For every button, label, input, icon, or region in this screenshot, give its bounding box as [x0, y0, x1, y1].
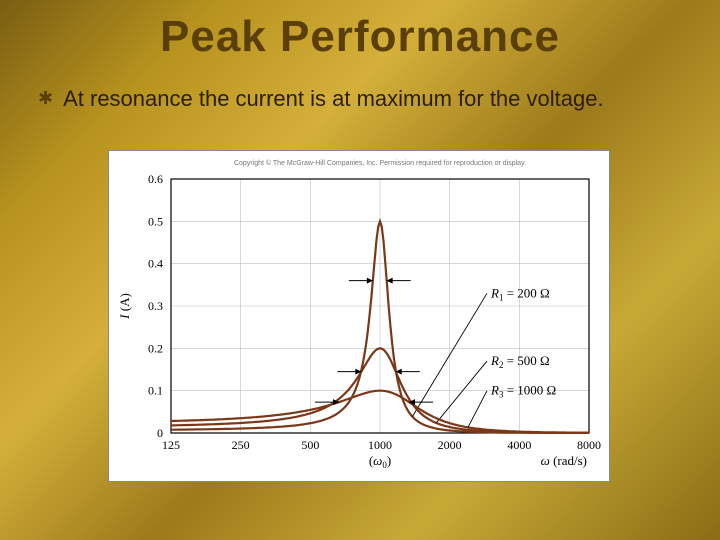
- svg-text:125: 125: [162, 438, 180, 452]
- svg-text:0.3: 0.3: [148, 299, 163, 313]
- svg-text:0.4: 0.4: [148, 257, 163, 271]
- svg-text:2000: 2000: [438, 438, 462, 452]
- svg-text:Copyright © The McGraw-Hill Co: Copyright © The McGraw-Hill Companies, I…: [234, 159, 526, 167]
- slide: Peak Performance ✱ At resonance the curr…: [0, 0, 720, 540]
- slide-title: Peak Performance: [0, 12, 720, 62]
- resonance-chart: Copyright © The McGraw-Hill Companies, I…: [108, 150, 610, 482]
- svg-text:250: 250: [232, 438, 250, 452]
- svg-text:500: 500: [301, 438, 319, 452]
- svg-text:ω (rad/s): ω (rad/s): [541, 453, 587, 468]
- svg-text:8000: 8000: [577, 438, 601, 452]
- svg-text:4000: 4000: [507, 438, 531, 452]
- chart-svg: Copyright © The McGraw-Hill Companies, I…: [109, 151, 609, 481]
- bullet-text: At resonance the current is at maximum f…: [63, 86, 603, 112]
- svg-text:R1 = 200 Ω: R1 = 200 Ω: [490, 285, 550, 302]
- svg-text:0.5: 0.5: [148, 214, 163, 228]
- svg-text:R2 = 500 Ω: R2 = 500 Ω: [490, 353, 550, 370]
- bullet-row: ✱ At resonance the current is at maximum…: [38, 86, 690, 112]
- svg-text:0.1: 0.1: [148, 384, 163, 398]
- bullet-icon: ✱: [38, 88, 53, 109]
- svg-text:1000: 1000: [368, 438, 392, 452]
- svg-text:I (A): I (A): [117, 293, 132, 320]
- svg-text:R3 = 1000 Ω: R3 = 1000 Ω: [490, 383, 556, 400]
- svg-text:0.2: 0.2: [148, 341, 163, 355]
- svg-text:0.6: 0.6: [148, 172, 163, 186]
- svg-text:(ω0): (ω0): [369, 453, 391, 470]
